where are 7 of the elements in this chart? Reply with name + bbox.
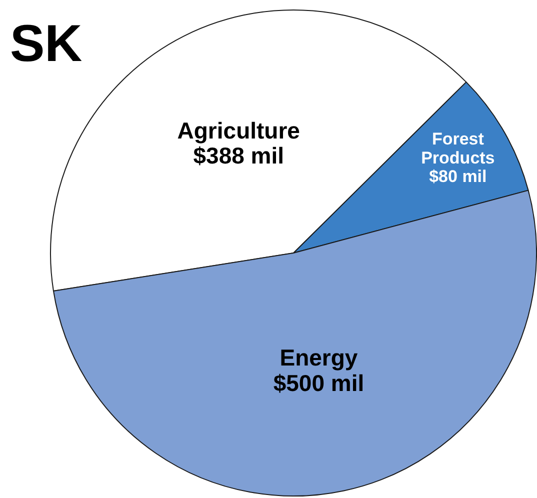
slice-label: Energy xyxy=(280,344,358,371)
data-label: $80 mil xyxy=(429,167,487,186)
data-label: $388 mil xyxy=(193,142,284,169)
chart-title: SK xyxy=(10,15,82,73)
data-label: $500 mil xyxy=(273,370,364,396)
slice-label: Forest Products xyxy=(421,130,495,168)
slice-label: Agriculture xyxy=(177,117,300,144)
